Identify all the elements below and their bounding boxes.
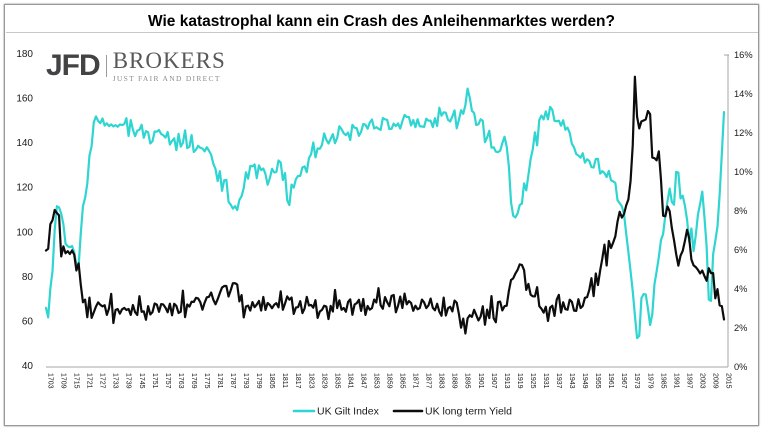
svg-text:1877: 1877 (425, 373, 432, 389)
svg-text:1919: 1919 (516, 373, 523, 389)
svg-text:14%: 14% (734, 89, 753, 99)
svg-text:1955: 1955 (594, 373, 601, 389)
svg-text:6%: 6% (734, 245, 747, 255)
svg-text:1703: 1703 (47, 373, 54, 389)
svg-text:1865: 1865 (399, 373, 406, 389)
svg-text:1835: 1835 (333, 373, 340, 389)
svg-text:1721: 1721 (86, 373, 93, 389)
svg-text:120: 120 (16, 183, 33, 194)
svg-text:1853: 1853 (372, 373, 379, 389)
svg-text:1847: 1847 (359, 373, 366, 389)
svg-text:UK Gilt Index: UK Gilt Index (317, 406, 380, 418)
svg-text:1859: 1859 (386, 373, 393, 389)
svg-text:UK long term Yield: UK long term Yield (425, 406, 512, 418)
svg-text:1943: 1943 (568, 373, 575, 389)
svg-text:2%: 2% (734, 323, 747, 333)
svg-text:0%: 0% (734, 362, 747, 372)
svg-text:1937: 1937 (555, 373, 562, 389)
svg-text:1751: 1751 (151, 373, 158, 389)
svg-text:1841: 1841 (346, 373, 353, 389)
svg-text:1889: 1889 (451, 373, 458, 389)
svg-text:100: 100 (16, 227, 33, 238)
svg-text:1715: 1715 (73, 373, 80, 389)
svg-text:1775: 1775 (203, 373, 210, 389)
svg-text:1991: 1991 (672, 373, 679, 389)
svg-text:1949: 1949 (581, 373, 588, 389)
svg-text:10%: 10% (734, 167, 753, 177)
svg-text:1973: 1973 (633, 373, 640, 389)
svg-text:1781: 1781 (216, 373, 223, 389)
svg-text:1745: 1745 (138, 373, 145, 389)
svg-text:1739: 1739 (125, 373, 132, 389)
svg-text:1733: 1733 (112, 373, 119, 389)
svg-text:1793: 1793 (242, 373, 249, 389)
svg-text:140: 140 (16, 138, 33, 149)
svg-text:1895: 1895 (464, 373, 471, 389)
svg-text:1817: 1817 (294, 373, 301, 389)
svg-text:16%: 16% (734, 50, 753, 60)
svg-text:1931: 1931 (542, 373, 549, 389)
svg-text:8%: 8% (734, 206, 747, 216)
svg-text:1829: 1829 (320, 373, 327, 389)
svg-text:80: 80 (22, 272, 34, 283)
svg-text:1769: 1769 (190, 373, 197, 389)
svg-text:2009: 2009 (711, 373, 718, 389)
svg-text:1997: 1997 (685, 373, 692, 389)
svg-text:2015: 2015 (725, 373, 732, 389)
svg-text:160: 160 (16, 94, 33, 105)
svg-text:1811: 1811 (281, 373, 288, 388)
svg-text:1799: 1799 (255, 373, 262, 389)
svg-text:2003: 2003 (698, 373, 705, 389)
svg-text:1925: 1925 (529, 373, 536, 389)
svg-text:1763: 1763 (177, 373, 184, 389)
svg-text:1985: 1985 (659, 373, 666, 389)
svg-text:180: 180 (16, 49, 33, 60)
svg-text:1823: 1823 (307, 373, 314, 389)
svg-text:1709: 1709 (60, 373, 67, 389)
svg-text:1979: 1979 (646, 373, 653, 389)
svg-text:1907: 1907 (490, 373, 497, 389)
svg-text:1913: 1913 (503, 373, 510, 389)
svg-text:1967: 1967 (620, 373, 627, 389)
svg-text:1901: 1901 (477, 373, 484, 389)
svg-text:1757: 1757 (164, 373, 171, 389)
svg-text:60: 60 (22, 316, 34, 327)
svg-text:12%: 12% (734, 128, 753, 138)
svg-text:4%: 4% (734, 284, 747, 294)
svg-text:1871: 1871 (412, 373, 419, 389)
svg-text:1787: 1787 (229, 373, 236, 389)
svg-text:1805: 1805 (268, 373, 275, 389)
svg-text:40: 40 (22, 361, 34, 372)
svg-text:1883: 1883 (438, 373, 445, 389)
svg-text:1961: 1961 (607, 373, 614, 389)
svg-text:1727: 1727 (99, 373, 106, 389)
